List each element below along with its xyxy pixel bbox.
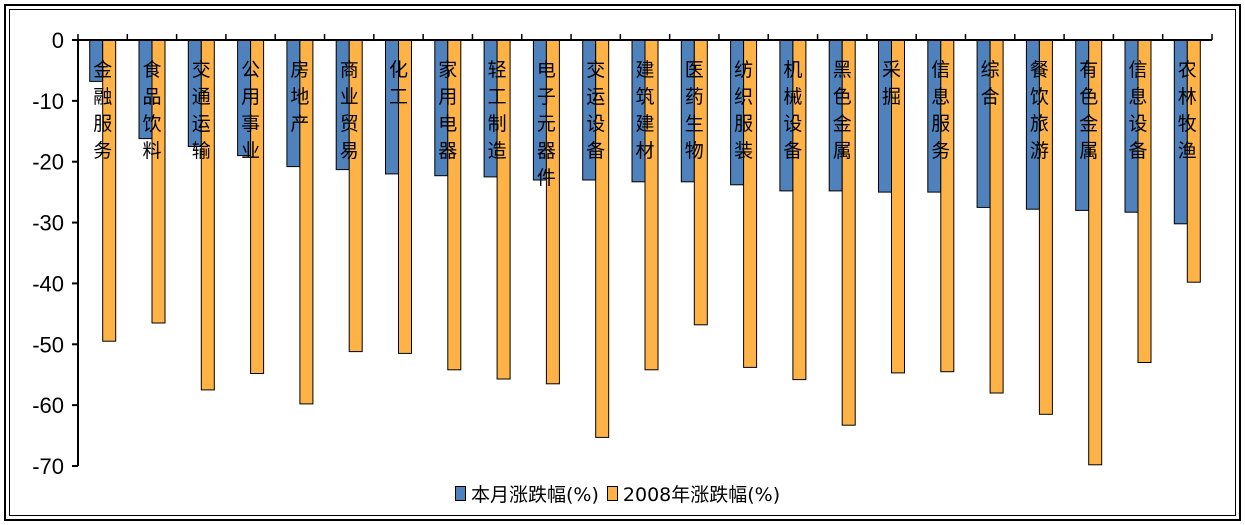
y-tick-label-1: -10 — [32, 89, 64, 114]
bar-2008-1 — [151, 39, 166, 324]
category-label-13: 纺织服装 — [734, 59, 753, 162]
category-label-5: 商业贸易 — [340, 59, 359, 162]
category-label-20: 有色金属 — [1079, 59, 1098, 162]
category-label-7: 家用电器 — [438, 59, 457, 162]
category-label-3: 公用事业 — [241, 59, 260, 162]
category-label-18: 综合 — [981, 59, 1000, 108]
chart-inner-frame — [9, 9, 1236, 516]
category-label-10: 交运设备 — [586, 59, 605, 162]
bar-2008-12 — [693, 39, 708, 326]
category-label-14: 机械设备 — [783, 59, 802, 162]
y-tick-label-7: -70 — [32, 454, 64, 479]
category-label-8: 轻工制造 — [488, 59, 507, 162]
chart-outer-frame — [4, 4, 1241, 521]
category-label-9: 电子元器件 — [537, 59, 556, 189]
y-tick-label-6: -60 — [32, 393, 64, 418]
category-label-19: 餐饮旅游 — [1030, 59, 1049, 162]
category-label-12: 医药生物 — [685, 59, 704, 162]
legend-item-2008: 2008年涨跌幅(%) — [606, 480, 781, 507]
category-label-22: 农林牧渔 — [1178, 59, 1197, 162]
legend-label-2008: 2008年涨跌幅(%) — [622, 483, 781, 506]
category-label-2: 交通运输 — [192, 59, 211, 162]
y-tick-label-0: 0 — [52, 28, 64, 53]
y-tick-label-3: -30 — [32, 211, 64, 236]
legend-swatch-2008 — [606, 485, 618, 501]
legend-item-monthly: 本月涨跌幅(%) — [455, 480, 599, 507]
category-label-6: 化工 — [389, 59, 408, 108]
category-label-15: 黑色金属 — [833, 59, 852, 162]
category-label-1: 食品饮料 — [142, 59, 161, 162]
category-label-0: 金融服务 — [93, 59, 112, 162]
y-tick-label-4: -40 — [32, 271, 64, 296]
category-label-4: 房地产 — [290, 59, 309, 135]
category-label-17: 信息服务 — [931, 59, 950, 162]
category-label-16: 采掘 — [882, 59, 901, 108]
category-label-21: 信息设备 — [1128, 59, 1147, 162]
legend-swatch-monthly — [455, 485, 466, 501]
chart-legend: 本月涨跌幅(%) 2008年涨跌幅(%) — [455, 480, 788, 506]
legend-label-monthly: 本月涨跌幅(%) — [471, 483, 599, 506]
category-label-11: 建筑建材 — [635, 59, 654, 162]
y-tick-label-5: -50 — [32, 332, 64, 357]
y-tick-label-2: -20 — [32, 150, 64, 175]
